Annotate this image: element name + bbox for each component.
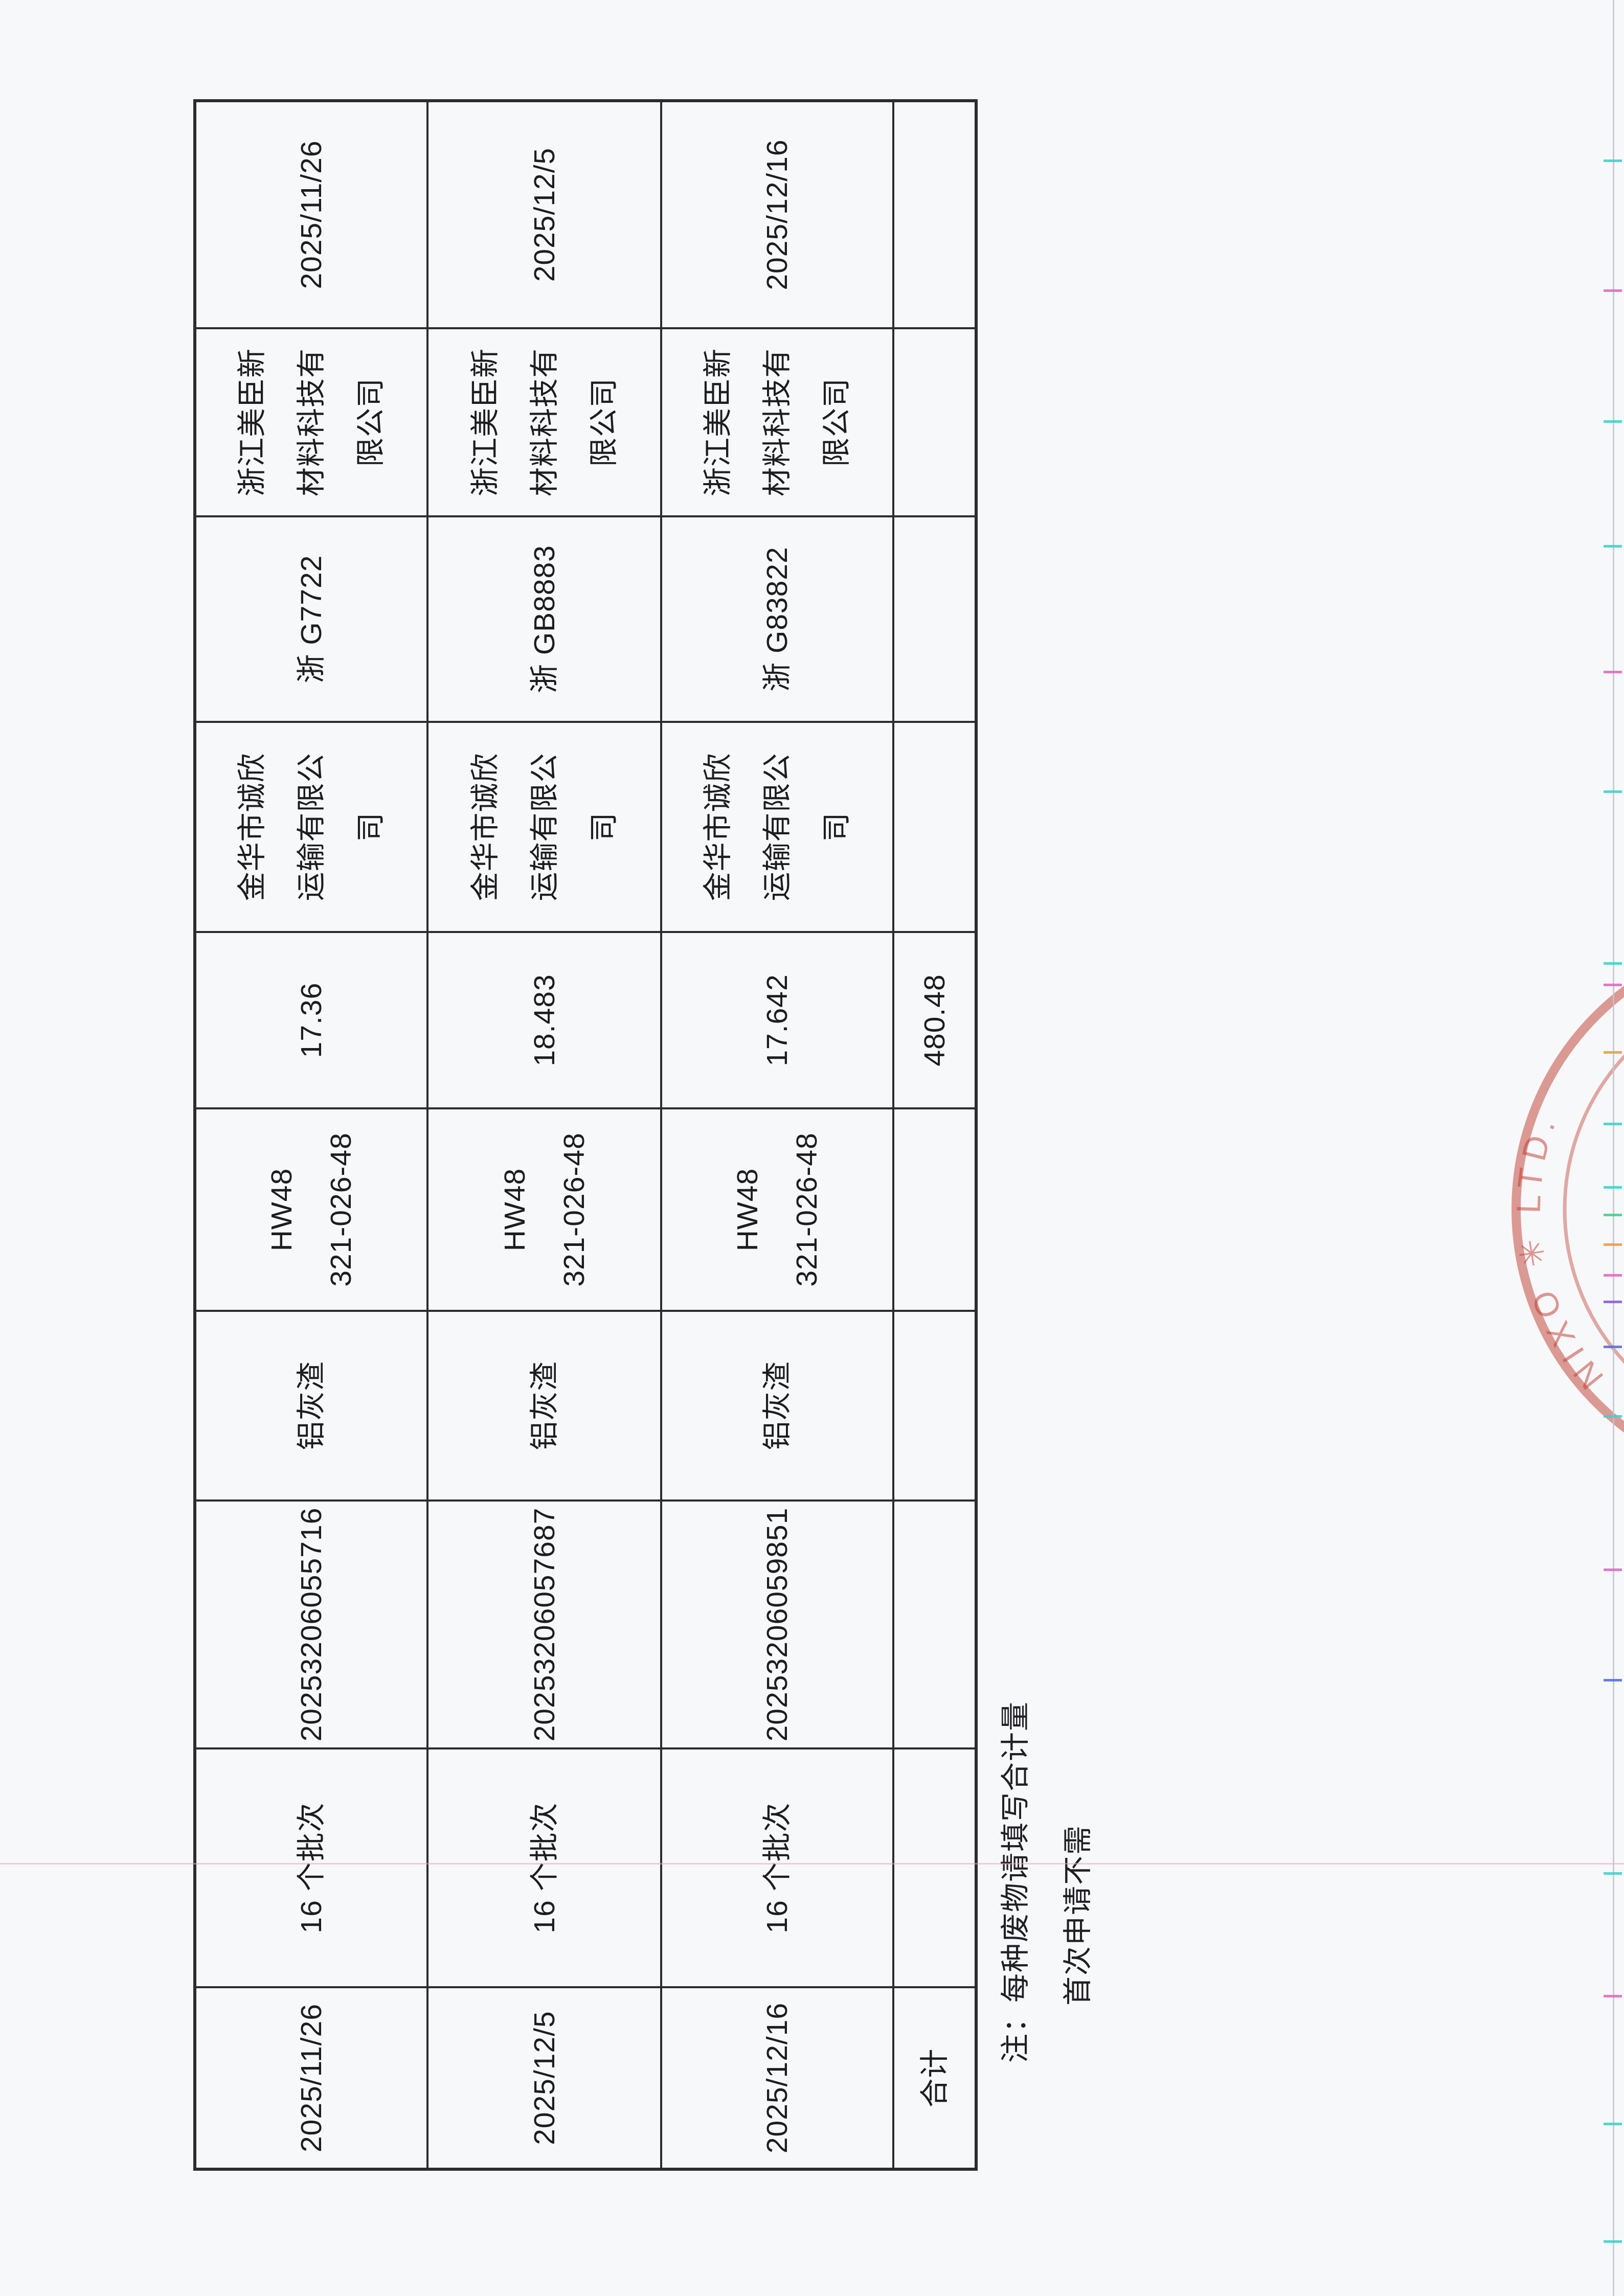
cell-transport-company: 金华市诚欣 运输有限公 司 <box>195 722 427 932</box>
cell-receive-date: 2025/11/26 <box>195 101 427 328</box>
company-seal-stamp: NIXO ✳ LTD. <box>1509 931 1624 1487</box>
scan-tick <box>1604 2123 1622 2125</box>
cell-waste-code <box>893 1108 976 1311</box>
cell-receive-date <box>893 101 976 328</box>
cell-receiver-company: 浙江美臣新 材料科技有 限公司 <box>427 328 661 516</box>
scan-tick <box>1604 1872 1622 1875</box>
cell-vehicle-plate: 浙 GB8883 <box>427 516 661 722</box>
scan-tick <box>1604 984 1622 986</box>
seal-inner-ring <box>1563 982 1624 1436</box>
cell-manifest-number: 20253206059851 <box>661 1501 893 1748</box>
cell-quantity: 17.642 <box>661 932 893 1108</box>
waste-transfer-table: 2025/11/26 16 个批次 20253206055716 铝灰渣 HW4… <box>193 99 978 2171</box>
cell-batch-count: 16 个批次 <box>427 1748 661 1987</box>
cell-transport-company <box>893 722 976 932</box>
cell-waste-name: 铝灰渣 <box>427 1311 661 1501</box>
scan-tick <box>1604 1301 1622 1303</box>
scan-tick <box>1604 1274 1622 1277</box>
scan-tick <box>1604 1415 1622 1418</box>
footnote-line-2: 首次申请不需 <box>1062 1825 1094 2006</box>
scan-tick <box>1604 160 1622 162</box>
cell-transport-company: 金华市诚欣 运输有限公 司 <box>661 722 893 932</box>
table-total-row: 合计 480.48 <box>893 101 976 2169</box>
cell-batch-count: 16 个批次 <box>195 1748 427 1987</box>
scan-tick <box>1604 1679 1622 1681</box>
cell-batch-count: 16 个批次 <box>661 1748 893 1987</box>
cell-transport-company: 金华市诚欣 运输有限公 司 <box>427 722 661 932</box>
cell-receiver-company: 浙江美臣新 材料科技有 限公司 <box>661 328 893 516</box>
table-row: 2025/12/5 16 个批次 20253206057687 铝灰渣 HW48… <box>427 101 661 2169</box>
cell-waste-name <box>893 1311 976 1501</box>
cell-receiver-company: 浙江美臣新 材料科技有 限公司 <box>195 328 427 516</box>
cell-vehicle-plate: 浙 G83822 <box>661 516 893 722</box>
cell-receive-date: 2025/12/16 <box>661 101 893 328</box>
scan-tick <box>1604 545 1622 548</box>
pink-scan-streak <box>0 1863 1624 1865</box>
cell-waste-code: HW48 321-026-48 <box>427 1108 661 1311</box>
table-row: 2025/11/26 16 个批次 20253206055716 铝灰渣 HW4… <box>195 101 427 2169</box>
cell-waste-name: 铝灰渣 <box>195 1311 427 1501</box>
scan-tick <box>1604 962 1622 965</box>
cell-waste-code: HW48 321-026-48 <box>661 1108 893 1311</box>
scan-tick <box>1604 289 1622 292</box>
footnote: 注：每种废物请填写合计量 首次申请不需 <box>984 1701 1109 2063</box>
cell-transfer-date: 2025/12/5 <box>427 1987 661 2169</box>
scan-tick <box>1604 1186 1622 1189</box>
scan-tick <box>1604 420 1622 423</box>
scan-tick <box>1604 1995 1622 1997</box>
scan-tick <box>1604 1243 1622 1246</box>
cell-quantity: 18.483 <box>427 932 661 1108</box>
scan-tick <box>1604 790 1622 793</box>
cell-vehicle-plate <box>893 516 976 722</box>
cell-vehicle-plate: 浙 G7722 <box>195 516 427 722</box>
scan-tick <box>1604 1051 1622 1054</box>
scan-tick <box>1604 1568 1622 1571</box>
cell-manifest-number: 20253206055716 <box>195 1501 427 1748</box>
cell-transfer-date: 2025/12/16 <box>661 1987 893 2169</box>
table-row: 2025/12/16 16 个批次 20253206059851 铝灰渣 HW4… <box>661 101 893 2169</box>
cell-manifest-number: 20253206057687 <box>427 1501 661 1748</box>
cell-manifest-number <box>893 1501 976 1748</box>
footnote-line-1: 注：每种废物请填写合计量 <box>999 1701 1032 2063</box>
scan-tick <box>1604 2240 1622 2243</box>
cell-receiver-company <box>893 328 976 516</box>
scan-tick <box>1604 671 1622 673</box>
cell-waste-code: HW48 321-026-48 <box>195 1108 427 1311</box>
cell-receive-date: 2025/12/5 <box>427 101 661 328</box>
seal-ring-text: NIXO ✳ LTD. <box>1509 1106 1611 1397</box>
scan-tick <box>1604 1214 1622 1216</box>
cell-total-quantity: 480.48 <box>893 932 976 1108</box>
seal-outer-ring <box>1512 931 1624 1487</box>
scan-edge-line <box>1613 0 1614 2296</box>
cell-batch-count <box>893 1748 976 1987</box>
scan-tick <box>1604 1123 1622 1125</box>
cell-transfer-date: 2025/11/26 <box>195 1987 427 2169</box>
cell-quantity: 17.36 <box>195 932 427 1108</box>
cell-total-label: 合计 <box>893 1987 976 2169</box>
scan-tick <box>1604 1346 1622 1348</box>
cell-waste-name: 铝灰渣 <box>661 1311 893 1501</box>
